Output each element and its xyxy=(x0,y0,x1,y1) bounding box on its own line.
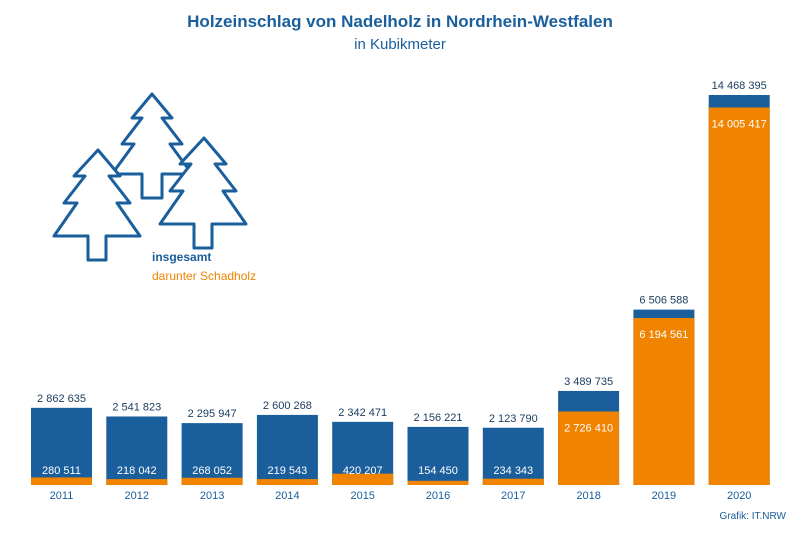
x-tick-2018: 2018 xyxy=(576,490,600,502)
label-total-2020: 14 468 395 xyxy=(712,80,767,92)
label-damage-2013: 268 052 xyxy=(192,465,232,477)
bar-damage-2011 xyxy=(31,477,92,485)
label-total-2019: 6 506 588 xyxy=(639,295,688,307)
label-damage-2018: 2 726 410 xyxy=(564,423,613,435)
conifer-trees-icon xyxy=(52,92,248,262)
bar-damage-2016 xyxy=(407,480,469,485)
label-total-2011: 2 862 635 xyxy=(37,393,86,405)
source-credit: Grafik: IT.NRW xyxy=(719,511,786,522)
label-total-2017: 2 123 790 xyxy=(489,413,538,425)
bar-total-2011 xyxy=(31,407,92,485)
chart-title: Holzeinschlag von Nadelholz in Nordrhein… xyxy=(187,12,613,31)
bar-total-2017 xyxy=(482,427,544,485)
bar-total-2013 xyxy=(181,423,243,485)
label-damage-2019: 6 194 561 xyxy=(639,329,688,341)
bar-damage-2017 xyxy=(482,478,544,485)
x-tick-2017: 2017 xyxy=(501,490,525,502)
bar-damage-2012 xyxy=(106,479,168,485)
label-damage-2015: 420 207 xyxy=(343,465,383,477)
bar-damage-2020 xyxy=(708,107,770,486)
label-total-2013: 2 295 947 xyxy=(188,408,237,420)
label-total-2015: 2 342 471 xyxy=(338,407,387,419)
label-damage-2012: 218 042 xyxy=(117,465,157,477)
x-tick-2020: 2020 xyxy=(727,490,751,502)
label-damage-2011: 280 511 xyxy=(42,465,81,477)
label-total-2016: 2 156 221 xyxy=(414,412,463,424)
x-tick-2014: 2014 xyxy=(275,490,299,502)
bar-damage-2013 xyxy=(181,477,243,485)
x-tick-2013: 2013 xyxy=(200,490,224,502)
legend-total: insgesamt xyxy=(152,250,212,264)
legend-damage: darunter Schadholz xyxy=(152,269,257,283)
bar-total-2014 xyxy=(256,414,318,485)
label-damage-2017: 234 343 xyxy=(493,465,533,477)
x-tick-2015: 2015 xyxy=(350,490,374,502)
label-total-2018: 3 489 735 xyxy=(564,376,613,388)
bar-damage-2014 xyxy=(256,479,318,485)
label-damage-2014: 219 543 xyxy=(268,465,308,477)
bar-total-2012 xyxy=(106,416,168,485)
label-total-2014: 2 600 268 xyxy=(263,400,312,412)
label-total-2012: 2 541 823 xyxy=(112,401,161,413)
bar-damage-2019 xyxy=(633,318,695,485)
bar-damage-2018 xyxy=(558,411,620,485)
x-tick-2011: 2011 xyxy=(50,490,74,502)
bar-total-2016 xyxy=(407,426,469,485)
x-tick-2012: 2012 xyxy=(125,490,149,502)
chart-subtitle: in Kubikmeter xyxy=(354,36,446,53)
x-tick-2016: 2016 xyxy=(426,490,450,502)
label-damage-2020: 14 005 417 xyxy=(712,118,767,130)
bar-damage-2015 xyxy=(332,473,394,485)
x-tick-2019: 2019 xyxy=(652,490,676,502)
label-damage-2016: 154 450 xyxy=(418,465,458,477)
